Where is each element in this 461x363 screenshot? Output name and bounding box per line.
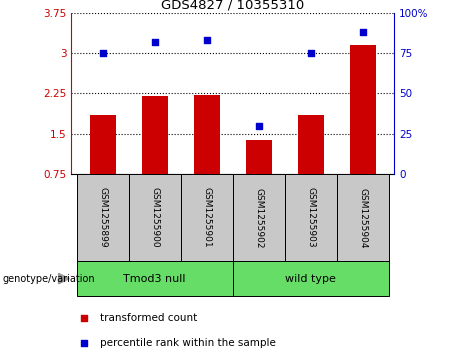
- Text: GSM1255900: GSM1255900: [150, 187, 159, 248]
- Text: GSM1255901: GSM1255901: [202, 187, 211, 248]
- Title: GDS4827 / 10355310: GDS4827 / 10355310: [161, 0, 304, 12]
- Bar: [246, 140, 272, 174]
- Point: [255, 123, 262, 129]
- Bar: [233, 174, 285, 261]
- Text: Tmod3 null: Tmod3 null: [124, 274, 186, 284]
- Bar: [77, 261, 233, 296]
- Bar: [298, 115, 324, 174]
- Bar: [142, 96, 168, 174]
- Bar: [350, 45, 376, 174]
- Bar: [233, 261, 389, 296]
- Point: [81, 340, 88, 346]
- Bar: [90, 115, 116, 174]
- Point: [99, 50, 106, 56]
- Bar: [194, 95, 220, 174]
- Text: transformed count: transformed count: [100, 313, 198, 323]
- Point: [203, 37, 211, 43]
- Point: [151, 39, 159, 45]
- Bar: [285, 174, 337, 261]
- Bar: [337, 174, 389, 261]
- Text: GSM1255903: GSM1255903: [307, 187, 315, 248]
- Text: GSM1255902: GSM1255902: [254, 188, 263, 248]
- Text: GSM1255904: GSM1255904: [358, 188, 367, 248]
- Text: wild type: wild type: [285, 274, 337, 284]
- Bar: [181, 174, 233, 261]
- Polygon shape: [59, 273, 69, 284]
- Point: [81, 315, 88, 321]
- Point: [307, 50, 314, 56]
- Text: genotype/variation: genotype/variation: [2, 274, 95, 284]
- Bar: [77, 174, 129, 261]
- Text: GSM1255899: GSM1255899: [98, 187, 107, 248]
- Text: percentile rank within the sample: percentile rank within the sample: [100, 338, 277, 348]
- Point: [359, 29, 366, 35]
- Bar: [129, 174, 181, 261]
